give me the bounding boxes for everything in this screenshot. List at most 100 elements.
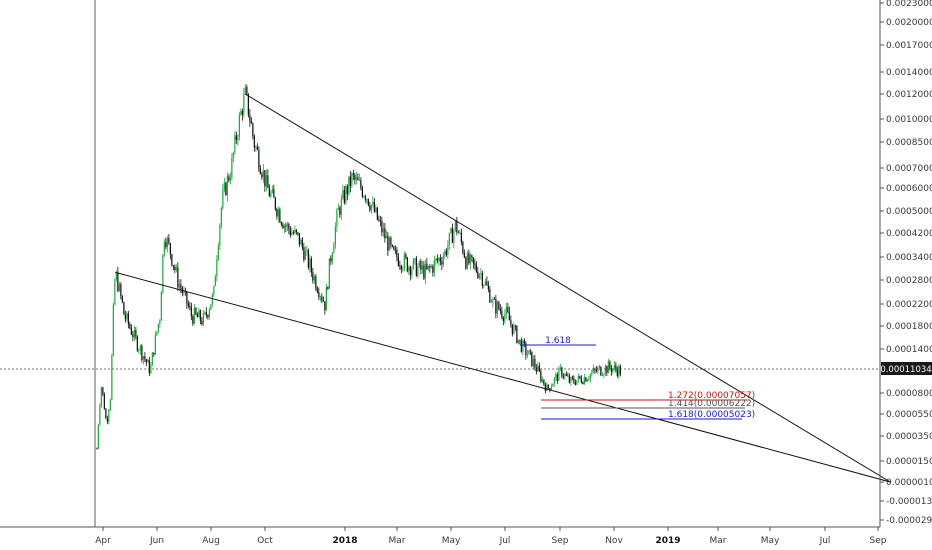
fib-level[interactable]: 1.618 <box>520 336 596 346</box>
candle <box>166 235 168 253</box>
candle <box>333 241 335 254</box>
candle <box>496 300 498 318</box>
candle <box>615 362 617 373</box>
candle <box>186 291 188 310</box>
candle <box>448 232 450 251</box>
candle <box>469 252 471 270</box>
current-price-text: 0.00011034 <box>880 365 931 375</box>
candle <box>289 225 291 238</box>
candle <box>373 198 375 213</box>
candle <box>97 423 99 450</box>
candle <box>156 331 158 337</box>
candle <box>192 314 194 327</box>
candle <box>571 375 573 381</box>
candle <box>561 366 563 379</box>
candle <box>102 387 104 397</box>
fib-level[interactable]: 1.414(0.00006222) <box>541 399 755 409</box>
fib-level[interactable]: 1.272(0.00007057) <box>541 391 755 401</box>
time-tick-label: Jul <box>819 536 831 546</box>
candle <box>337 203 339 210</box>
candle <box>610 364 612 376</box>
candle <box>472 256 474 269</box>
candle <box>487 280 489 293</box>
candle <box>598 364 600 371</box>
candle <box>339 205 341 219</box>
candle <box>126 311 128 322</box>
candle <box>504 309 506 324</box>
candle <box>465 256 467 270</box>
candle <box>190 302 192 321</box>
trendline[interactable] <box>244 93 891 483</box>
candle <box>139 344 141 355</box>
candle <box>100 386 102 408</box>
candle <box>459 229 461 235</box>
candle <box>435 257 437 266</box>
candle <box>357 173 359 181</box>
trendline[interactable] <box>115 271 891 483</box>
candle <box>552 383 554 387</box>
candle <box>367 198 369 207</box>
candle <box>235 131 237 145</box>
candle <box>544 382 546 394</box>
candle <box>322 296 324 302</box>
candle <box>456 216 458 236</box>
time-tick-label: May <box>761 536 780 546</box>
candle <box>114 278 116 306</box>
candle <box>540 368 542 384</box>
candle <box>397 253 399 267</box>
candle <box>403 251 405 272</box>
fib-levels[interactable]: 1.618 1.272(0.00007057)1.414(0.00006222)1… <box>520 336 755 420</box>
candle <box>394 245 396 255</box>
candle <box>619 364 621 377</box>
candle <box>427 265 429 272</box>
candle <box>208 307 210 320</box>
candle <box>342 184 344 200</box>
candle <box>226 172 228 202</box>
candle <box>483 284 485 289</box>
candle <box>258 146 260 172</box>
candle <box>285 222 287 233</box>
candle <box>202 310 204 327</box>
candle <box>604 364 606 377</box>
time-axis[interactable]: Apr Jun Aug Oct 2018 Mar May Jul Sep Nov 2019 Mar Ma… <box>95 527 887 546</box>
candle <box>99 403 101 427</box>
candle <box>382 222 384 238</box>
candle <box>340 194 342 220</box>
candle <box>498 300 500 311</box>
candle <box>613 360 615 372</box>
candle <box>135 326 137 340</box>
price-tick-label: 0.00000100 <box>886 478 932 488</box>
candle <box>219 223 221 250</box>
trendlines[interactable] <box>115 93 891 483</box>
candle <box>418 260 420 269</box>
candle <box>537 361 539 372</box>
candle <box>261 171 263 181</box>
candle <box>331 251 333 265</box>
candle <box>603 373 605 379</box>
candle <box>256 143 258 151</box>
candle <box>354 172 356 185</box>
candle <box>325 283 327 311</box>
candle <box>439 254 441 266</box>
candle <box>249 109 251 127</box>
candle <box>361 185 363 199</box>
candle <box>474 258 476 270</box>
candle <box>375 204 377 214</box>
time-tick-label: Apr <box>95 536 111 546</box>
candle <box>252 122 254 140</box>
candle <box>262 163 264 183</box>
candle <box>414 257 416 265</box>
candle <box>247 93 249 118</box>
candle <box>384 222 386 243</box>
candle <box>580 375 582 384</box>
candle <box>568 373 570 384</box>
candle <box>391 244 393 248</box>
candle <box>292 230 294 235</box>
fib-level[interactable]: 1.618(0.00005023) <box>541 410 755 420</box>
candle <box>451 223 453 244</box>
